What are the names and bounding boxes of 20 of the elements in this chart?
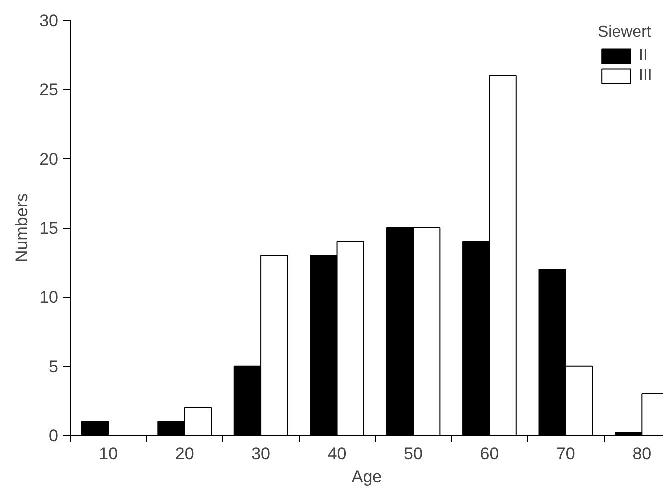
x-axis-title: Age	[352, 468, 382, 486]
x-tick-label: 50	[404, 444, 423, 464]
y-tick-label: 15	[40, 219, 59, 238]
y-axis-title: Numbers	[12, 194, 32, 262]
y-tick-label: 20	[40, 150, 59, 169]
legend-label: III	[639, 67, 654, 85]
x-tick-label: 60	[480, 444, 500, 464]
x-tick-label: 70	[556, 444, 576, 464]
y-tick-label: 0	[49, 426, 59, 446]
x-tick-label: 30	[252, 444, 271, 464]
y-tick-label: 5	[49, 357, 59, 376]
legend-title: Siewert	[598, 24, 652, 42]
y-tick-label: 30	[40, 12, 59, 30]
y-tick-label: 25	[40, 80, 59, 100]
x-tick-label: 20	[175, 444, 194, 464]
x-tick-label: 80	[632, 444, 652, 464]
y-tick-label: 10	[40, 288, 59, 308]
legend-label: II	[639, 47, 649, 65]
x-tick-label: 40	[328, 444, 347, 464]
x-tick-label: 10	[99, 444, 118, 464]
